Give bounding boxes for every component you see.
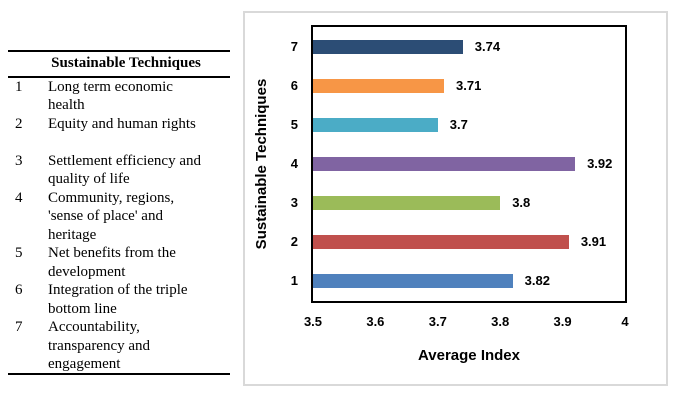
category-label: 7 — [290, 38, 298, 54]
row-number: 4 — [15, 190, 23, 206]
table-body: 1 Long term economic health 2 Equity and… — [8, 78, 230, 373]
bar-value-label: 3.91 — [580, 234, 607, 250]
table-row: 3 Settlement efficiency and quality of l… — [8, 152, 230, 189]
table-row: 1 Long term economic health — [8, 78, 230, 115]
category-label: 5 — [290, 116, 298, 132]
bar-value-label: 3.7 — [449, 116, 468, 132]
bar-value-label: 3.82 — [524, 273, 550, 289]
category-label: 1 — [290, 273, 298, 289]
row-text: Integration of the triple bottom line — [48, 282, 188, 317]
row-text: Long term economic health — [48, 79, 173, 114]
bar-value-label: 3.92 — [587, 156, 613, 171]
x-tick-label: 3.6 — [366, 314, 385, 329]
category-label: 2 — [290, 234, 298, 250]
bar — [313, 235, 569, 250]
category-label: 3 — [290, 195, 298, 211]
x-tick-label: 3.5 — [303, 314, 323, 329]
category-label: 4 — [290, 156, 298, 171]
plot-area: 3.82 3.91 3.8 3.92 3.7 3.71 3.74 — [311, 25, 627, 303]
bar — [313, 39, 463, 54]
category-axis: 1 2 3 4 5 6 7 — [264, 27, 298, 301]
x-tick-label: 3.9 — [553, 314, 572, 329]
bar — [313, 157, 576, 171]
row-text: Net benefits from the development — [48, 245, 176, 280]
row-text: Settlement efficiency and quality of lif… — [48, 153, 201, 188]
bar — [313, 274, 513, 289]
row-number: 5 — [15, 245, 23, 262]
table-row: 6 Integration of the triple bottom line — [8, 281, 230, 318]
row-number: 6 — [15, 282, 23, 299]
category-label: 6 — [290, 77, 298, 93]
bar-value-label: 3.8 — [512, 195, 531, 211]
x-tick-label: 3.8 — [491, 314, 510, 329]
bar — [313, 117, 438, 132]
bar — [313, 78, 445, 93]
table-row: 5 Net benefits from the development — [8, 244, 230, 281]
table-header: Sustainable Techniques — [8, 52, 230, 78]
x-tick-label: 3.7 — [428, 314, 447, 329]
row-text: Accountability, transparency and engagem… — [48, 319, 151, 373]
x-tick-label: 4 — [621, 314, 629, 329]
x-axis-ticks: 3.5 3.6 3.7 3.8 3.9 4 — [245, 314, 666, 330]
x-axis-title: Average Index — [418, 347, 520, 364]
table-row: 4 Community, regions, 'sense of place' a… — [8, 189, 230, 244]
row-text: Equity and human rights — [48, 116, 196, 132]
row-number: 1 — [15, 79, 23, 95]
row-number: 3 — [15, 153, 23, 169]
sustainable-techniques-table: Sustainable Techniques 1 Long term econo… — [8, 50, 230, 376]
bar — [313, 196, 501, 211]
row-number: 7 — [15, 319, 23, 336]
table-row: 2 Equity and human rights — [8, 115, 230, 152]
bar-value-label: 3.74 — [474, 38, 501, 54]
table-row: 7 Accountability, transparency and engag… — [8, 318, 230, 373]
row-text: Community, regions, 'sense of place' and… — [48, 190, 175, 243]
row-number: 2 — [15, 116, 23, 132]
bar-value-label: 3.71 — [456, 77, 482, 93]
